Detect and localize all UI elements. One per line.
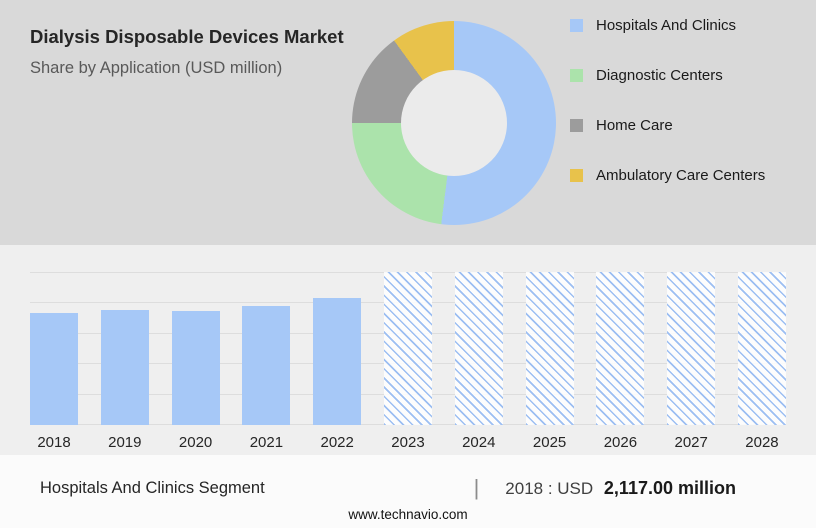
historic-bar-2018 (30, 313, 78, 425)
bar-column-2018: 2018 (30, 272, 78, 451)
bar-column-2027: 2027 (667, 272, 716, 451)
x-axis-label-2019: 2019 (108, 434, 142, 451)
title-block: Dialysis Disposable Devices Market Share… (30, 22, 350, 78)
legend-item-diagnostic: Diagnostic Centers (570, 66, 765, 84)
x-axis-label-2026: 2026 (603, 434, 638, 451)
x-axis-label-2020: 2020 (178, 434, 213, 451)
legend-label-ambulatory: Ambulatory Care Centers (596, 166, 766, 184)
segment-value: 2018 : USD 2,117.00 million (505, 478, 736, 499)
legend-label-homecare: Home Care (596, 116, 673, 134)
forecast-bar-2025 (525, 272, 574, 425)
bar-column-2020: 2020 (171, 272, 220, 451)
bar-chart-section: 2018 2019 2020 2021 2022 2023 2024 2025 2026 2027… (0, 245, 816, 455)
segment-value-amount: 2,117.00 million (603, 477, 736, 498)
legend-swatch-hospitals (570, 18, 583, 32)
footer-row: Hospitals And Clinics Segment | 2018 : U… (0, 455, 816, 501)
footer: Hospitals And Clinics Segment | 2018 : U… (0, 455, 816, 528)
x-axis-label-2027: 2027 (674, 434, 708, 451)
bar-column-2023: 2023 (383, 272, 432, 451)
bar-column-2028: 2028 (737, 272, 786, 451)
forecast-bar-2028 (737, 272, 786, 425)
x-axis-label-2018: 2018 (37, 434, 71, 451)
bars: 2018 2019 2020 2021 2022 2023 2024 2025 2026 2027… (30, 272, 786, 451)
forecast-bar-2027 (667, 272, 716, 425)
historic-bar-2021 (242, 306, 291, 425)
forecast-bar-2026 (596, 272, 645, 425)
donut-chart (352, 21, 556, 225)
legend-label-diagnostic: Diagnostic Centers (596, 66, 723, 84)
x-axis-label-2025: 2025 (532, 434, 567, 451)
header-panel: Dialysis Disposable Devices Market Share… (0, 0, 816, 245)
legend-swatch-homecare (570, 118, 583, 132)
bar-column-2021: 2021 (242, 272, 291, 451)
historic-bar-2022 (313, 298, 362, 425)
historic-bar-2019 (100, 310, 149, 425)
page-title: Dialysis Disposable Devices Market (30, 26, 344, 47)
bar-column-2022: 2022 (313, 272, 362, 451)
bar-chart-plot: 2018 2019 2020 2021 2022 2023 2024 2025 2026 2027… (30, 272, 786, 451)
legend-swatch-diagnostic (570, 68, 583, 82)
x-axis-label-2028: 2028 (745, 434, 779, 451)
legend: Hospitals And Clinics Diagnostic Centers… (570, 16, 765, 216)
legend-item-homecare: Home Care (570, 116, 765, 134)
legend-item-ambulatory: Ambulatory Care Centers (570, 166, 765, 184)
bar-column-2025: 2025 (525, 272, 574, 451)
historic-bar-2020 (171, 311, 220, 425)
segment-label: Hospitals And Clinics Segment (40, 478, 265, 497)
website-url: www.technavio.com (348, 507, 468, 522)
legend-item-hospitals: Hospitals And Clinics (570, 16, 765, 34)
forecast-bar-2023 (383, 272, 432, 425)
bar-column-2026: 2026 (596, 272, 645, 451)
bar-column-2019: 2019 (100, 272, 149, 451)
x-axis-label-2024: 2024 (462, 434, 496, 451)
x-axis-label-2023: 2023 (391, 434, 425, 451)
legend-swatch-ambulatory (570, 168, 583, 182)
bar-column-2024: 2024 (454, 272, 503, 451)
forecast-bar-2024 (454, 272, 503, 425)
x-axis-label-2021: 2021 (249, 434, 284, 451)
x-axis-label-2022: 2022 (320, 434, 354, 451)
segment-value-prefix: 2018 : USD (505, 478, 594, 498)
page-subtitle: Share by Application (USD million) (30, 59, 283, 77)
legend-label-hospitals: Hospitals And Clinics (596, 16, 737, 34)
footer-separator: | (473, 475, 480, 500)
